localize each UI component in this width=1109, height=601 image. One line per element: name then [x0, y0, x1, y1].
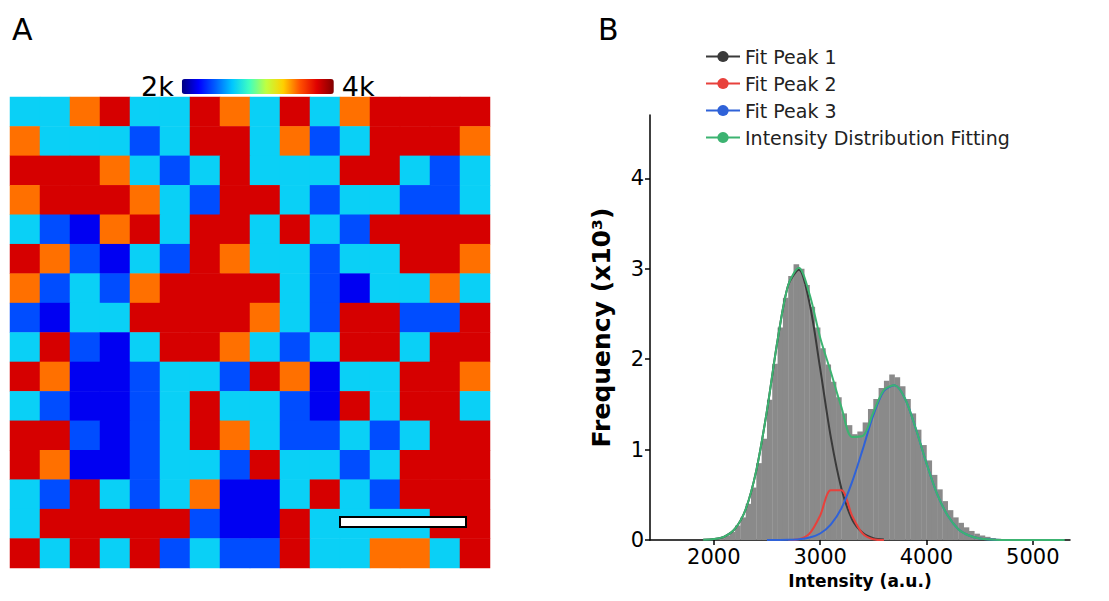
svg-text:4000: 4000 [900, 545, 953, 569]
svg-text:Intensity (a.u.): Intensity (a.u.) [788, 571, 931, 591]
svg-text:Intensity Distribution Fitting: Intensity Distribution Fitting [745, 127, 1010, 149]
svg-text:4k: 4k [342, 71, 375, 102]
svg-text:Fit Peak 3: Fit Peak 3 [745, 100, 837, 122]
svg-text:3000: 3000 [793, 545, 846, 569]
svg-text:1: 1 [631, 438, 644, 462]
svg-text:A: A [12, 12, 33, 47]
svg-text:4: 4 [631, 166, 644, 190]
svg-text:Frequency (x10³): Frequency (x10³) [587, 208, 616, 448]
svg-text:Fit Peak 1: Fit Peak 1 [745, 46, 837, 68]
svg-text:5000: 5000 [1006, 545, 1059, 569]
svg-text:2: 2 [631, 347, 644, 371]
svg-text:0: 0 [631, 528, 644, 552]
svg-text:2000: 2000 [687, 545, 740, 569]
svg-text:B: B [598, 12, 619, 47]
svg-text:Fit Peak 2: Fit Peak 2 [745, 73, 837, 95]
svg-text:2k: 2k [141, 71, 174, 102]
svg-text:3: 3 [631, 257, 644, 281]
